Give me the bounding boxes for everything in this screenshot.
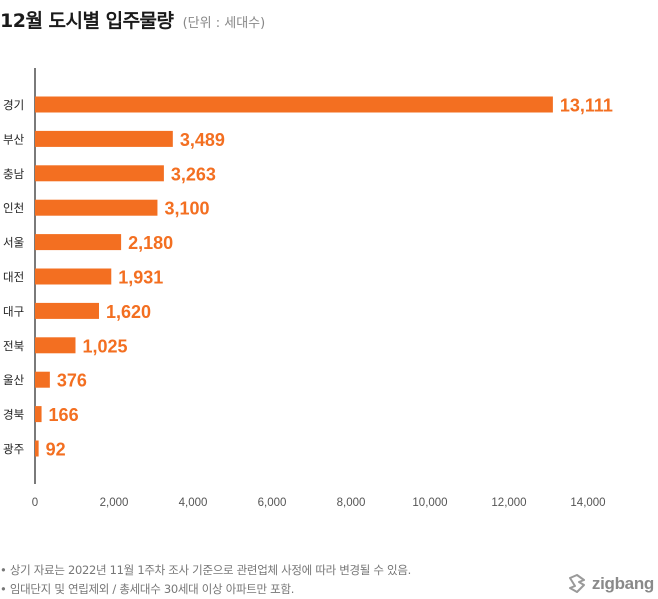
x-tick-label: 6,000 <box>258 497 287 509</box>
bar <box>35 337 76 354</box>
bar <box>35 96 553 113</box>
footnote: • 임대단지 및 연립제외 / 총세대수 30세대 이상 아파트만 포함. <box>0 582 295 596</box>
category-label: 대구 <box>3 304 24 318</box>
data-label: 1,025 <box>82 336 127 356</box>
chart-header: 12월 도시별 입주물량 (단위 : 세대수) <box>0 6 265 33</box>
brand-logo: zigbang <box>566 574 654 594</box>
data-label: 92 <box>46 440 66 460</box>
data-label: 376 <box>57 371 87 391</box>
bar <box>35 371 50 388</box>
bar <box>35 234 122 251</box>
category-label: 대전 <box>3 270 24 284</box>
category-label: 경북 <box>3 408 24 422</box>
x-tick-label: 8,000 <box>337 497 366 509</box>
chart-unit: (단위 : 세대수) <box>182 16 266 31</box>
category-label: 광주 <box>3 442 24 456</box>
data-label: 1,620 <box>106 302 151 322</box>
category-label: 울산 <box>3 373 25 387</box>
x-tick-label: 2,000 <box>100 497 129 509</box>
category-label: 경기 <box>3 98 24 112</box>
footnote: • 상기 자료는 2022년 11월 1주차 조사 기준으로 관련업체 사정에 … <box>0 563 411 577</box>
bar <box>35 268 112 285</box>
x-tick-label: 4,000 <box>179 497 208 509</box>
x-tick-label: 10,000 <box>412 497 447 509</box>
bar <box>35 406 42 423</box>
x-tick-label: 0 <box>32 497 38 509</box>
bar <box>35 199 158 216</box>
data-label: 3,489 <box>180 130 225 150</box>
category-label: 인천 <box>3 201 24 215</box>
category-label: 서울 <box>3 236 24 250</box>
category-label: 부산 <box>3 132 25 146</box>
bar-chart: 경기 13,111 부산 3,489 충남 3,263 인천 3,100 서울 2,180 대전 1,… <box>3 68 613 509</box>
data-label: 1,931 <box>118 268 163 288</box>
bar <box>35 130 173 147</box>
data-label: 13,111 <box>560 96 613 116</box>
data-label: 3,100 <box>164 199 209 219</box>
x-tick-label: 14,000 <box>570 497 605 509</box>
category-label: 전북 <box>3 339 24 353</box>
chart-title: 12월 도시별 입주물량 <box>0 10 174 32</box>
brand-name: zigbang <box>591 574 654 593</box>
bar <box>35 302 99 319</box>
category-label: 충남 <box>3 167 25 181</box>
data-label: 3,263 <box>171 164 216 184</box>
footnotes: • 상기 자료는 2022년 11월 1주차 조사 기준으로 관련업체 사정에 … <box>0 561 411 599</box>
data-label: 2,180 <box>128 233 173 253</box>
x-tick-label: 12,000 <box>491 497 526 509</box>
zigbang-logo-icon <box>568 574 585 593</box>
data-label: 166 <box>49 405 79 425</box>
bar <box>35 440 39 457</box>
bar <box>35 165 164 182</box>
